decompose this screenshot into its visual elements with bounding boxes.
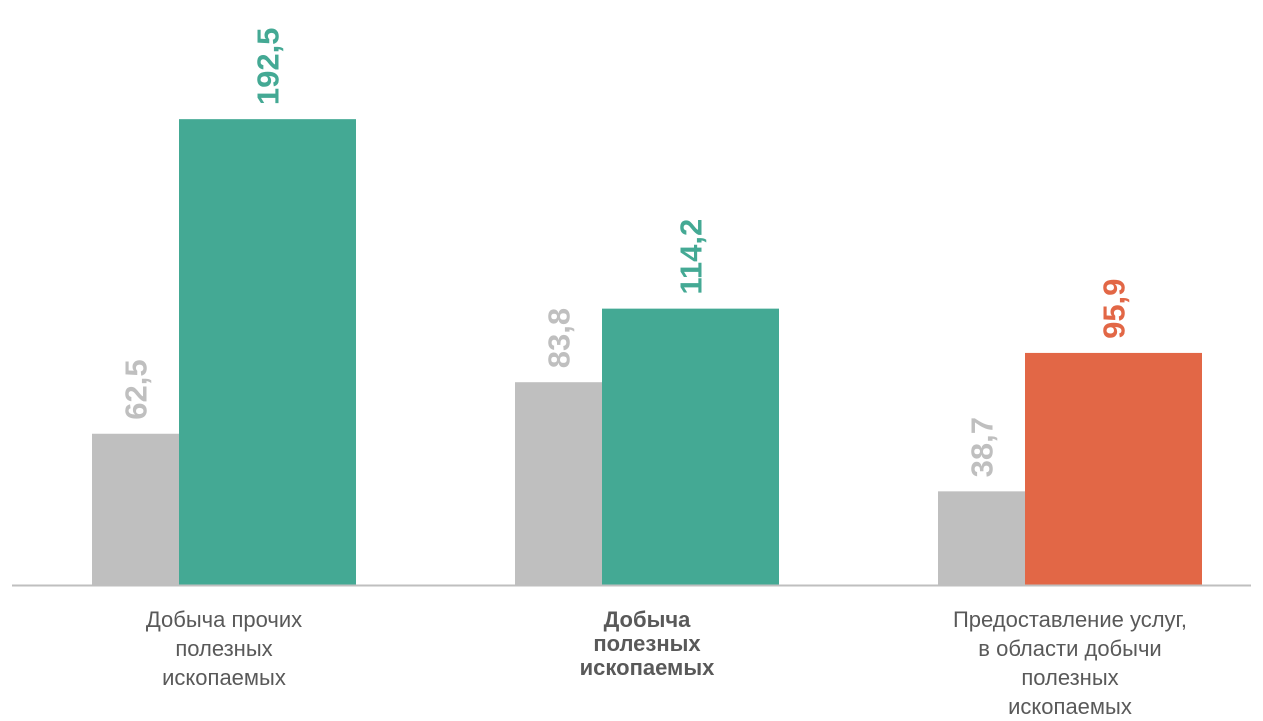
bar-current-1 (179, 119, 356, 586)
bar-previous-1 (92, 433, 179, 585)
bar-current-3 (1025, 352, 1202, 585)
value-label-current-3: 95,9 (1097, 279, 1132, 339)
category-label-3: Предоставление услуг, в области добычи пол… (953, 607, 1187, 719)
bar-previous-2 (515, 382, 602, 585)
category-label-line: ископаемых (580, 655, 715, 680)
bars-group (92, 119, 1202, 586)
category-label-line: ископаемых (1008, 694, 1132, 719)
category-label-line: полезных (1021, 665, 1118, 690)
value-label-previous-3: 38,7 (965, 417, 1000, 477)
value-label-previous-2: 83,8 (542, 308, 577, 368)
category-label-line: ископаемых (162, 665, 286, 690)
value-labels-group: 62,5 192,5 83,8 114,2 38,7 95,9 (119, 28, 1132, 478)
category-label-1: Добыча прочих полезных ископаемых (146, 607, 302, 690)
category-label-2: Добыча полезных ископаемых (580, 607, 715, 680)
category-label-line: Предоставление услуг, (953, 607, 1187, 632)
value-label-current-1: 192,5 (251, 28, 286, 106)
category-label-line: Добыча (604, 607, 692, 632)
category-label-line: полезных (175, 636, 272, 661)
category-label-line: в области добычи (978, 636, 1161, 661)
bar-current-2 (602, 308, 779, 585)
bar-previous-3 (938, 491, 1025, 585)
value-label-current-2: 114,2 (674, 219, 709, 295)
category-label-line: Добыча прочих (146, 607, 302, 632)
value-label-previous-1: 62,5 (119, 359, 154, 419)
category-label-line: полезных (593, 631, 701, 656)
